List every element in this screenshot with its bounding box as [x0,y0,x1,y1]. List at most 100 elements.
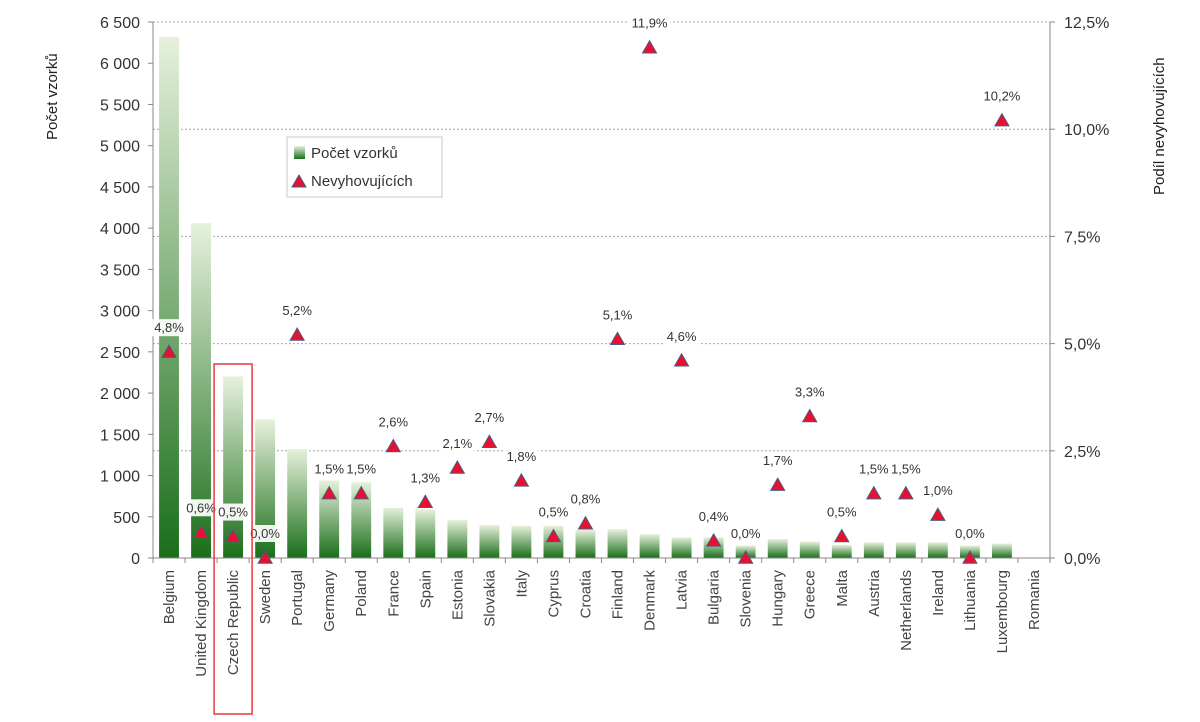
category-label-luxembourg: Luxembourg [994,570,1011,653]
bar-united-kingdom [191,223,211,558]
data-label: 10,2% [984,89,1021,104]
marker-poland [353,485,370,500]
category-label-germany: Germany [321,570,338,632]
data-label-bg [536,503,571,521]
legend-marker-label: Nevyhovujících [311,173,413,190]
data-label: 0,0% [955,526,985,541]
data-label: 2,1% [443,436,473,451]
data-label-bg [920,482,956,500]
y-left-tick-label: 1 000 [100,469,140,486]
data-label: 1,0% [923,483,953,498]
data-label-bg [760,452,795,470]
category-label-ireland: Ireland [930,570,947,616]
category-label-belgium: Belgium [161,570,178,624]
category-label-italy: Italy [513,570,530,598]
category-labels: Belgium United Kingdom Czech Republic Swede… [161,363,1043,715]
data-label: 2,6% [378,415,408,430]
category-label-malta: Malta [834,569,851,606]
y-left-tick-label: 4 500 [100,180,140,197]
data-label-bg [952,525,988,542]
marker-portugal [289,327,306,341]
marker-finland [609,331,626,346]
bar-ireland [927,542,948,558]
bar-spain [415,509,436,558]
marker-spain [417,494,434,509]
data-label-bg [628,14,671,32]
y-right-tick-label: 0,0% [1064,551,1100,568]
marker-cyprus [545,528,562,543]
bar-france [383,507,404,558]
bar-latvia [671,537,692,558]
bar-netherlands [895,542,916,558]
bar-malta [831,544,852,558]
y-left-tick-label: 5 000 [100,139,140,156]
y-left-tick-label: 6 000 [100,56,140,73]
category-label-hungary: Hungary [770,570,787,627]
data-label: 0,0% [250,526,280,541]
y-right-tick-label: 12,5% [1064,15,1109,32]
data-label-bg [856,460,892,478]
y-left-tick-label: 1 500 [100,427,140,444]
category-label-greece: Greece [802,570,819,619]
marker-bulgaria [705,532,722,547]
bar-poland [351,482,372,558]
marker-slovenia [737,549,754,564]
marker-austria [865,485,882,500]
data-label: 0,6% [186,500,216,515]
y-left-tick-label: 4 000 [100,221,140,238]
y-left-tick-label: 3 500 [100,262,140,279]
bar-finland [607,529,628,558]
data-label-bg [472,409,507,427]
data-label-bg [344,460,379,478]
data-label-bg [279,302,315,320]
data-label: 0,5% [539,505,569,520]
data-label-bg [664,327,699,345]
marker-malta [833,528,850,543]
bar-sweden [255,419,276,558]
y-left-tick-label: 6 500 [100,15,140,32]
legend-marker-swatch [291,174,307,188]
data-label-bg [824,503,859,521]
category-label-latvia: Latvia [674,569,691,610]
data-label: 3,3% [795,384,825,399]
legend-box [286,136,443,198]
category-label-lithuania: Lithuania [962,569,979,631]
bar-belgium [159,36,179,558]
marker-france [385,438,402,453]
data-label-bg [183,499,219,517]
category-label-france: France [385,570,402,617]
bar-germany [319,480,340,558]
data-label-bg [408,469,443,487]
category-label-spain: Spain [417,570,434,608]
data-labels: 4,8%0,6% 0,5%0,0%5,2%1,5% 1,5%2,6%1,3%2,1%… [151,14,1023,542]
marker-hungary [769,477,786,491]
legend: Počet vzorků Nevyhovujících [286,136,443,198]
data-label: 1,5% [346,462,376,477]
y-left-tick-label: 3 000 [100,304,140,321]
category-label-estonia: Estonia [449,569,466,620]
y-left-axis-title: Počet vzorků [44,53,61,140]
data-label: 1,7% [763,453,793,468]
bar-croatia [575,529,596,558]
data-label: 1,5% [314,462,344,477]
data-label: 0,4% [699,509,729,524]
y-right-axis-title: Podíl nevyhovujících [1151,57,1168,195]
data-label: 5,2% [282,303,312,318]
data-label-bg [728,525,763,542]
data-label: 5,1% [603,307,633,322]
category-label-cyprus: Cyprus [545,570,562,618]
highlight-box [213,363,253,715]
category-label-slovenia: Slovenia [738,569,755,627]
category-label-poland: Poland [353,570,370,617]
marker-belgium [161,344,177,358]
category-label-denmark: Denmark [642,570,659,631]
data-label: 0,0% [731,526,761,541]
data-label-bg [311,460,347,478]
marker-germany [321,485,338,500]
data-label-bg [568,490,603,508]
legend-bar-swatch [294,146,305,159]
y-right-tick-label: 5,0% [1064,337,1100,354]
data-label: 4,8% [154,320,184,335]
legend-bar-label: Počet vzorků [311,145,398,162]
